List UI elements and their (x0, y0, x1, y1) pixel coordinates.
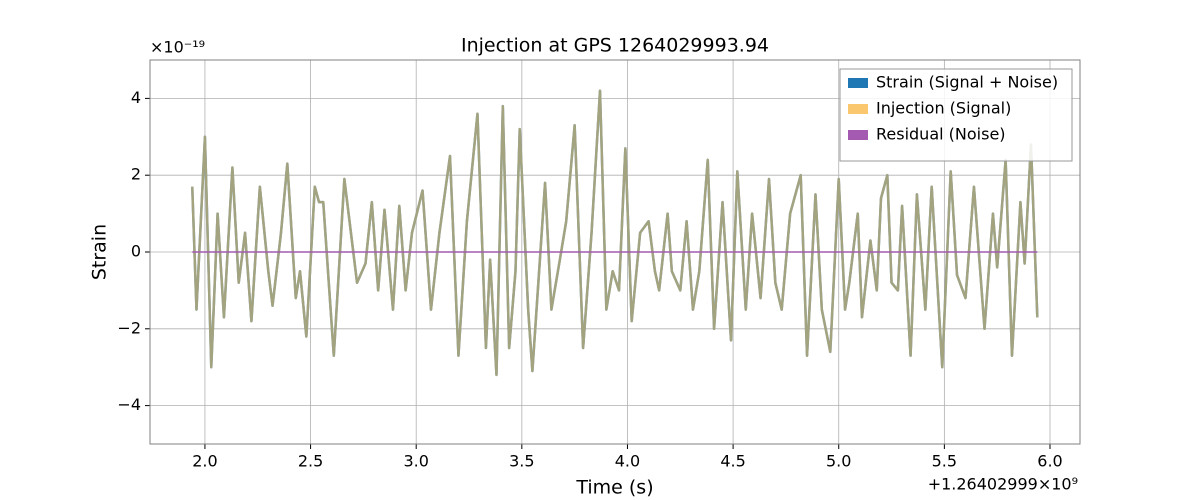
x-tick-label: 4.0 (615, 452, 640, 471)
x-tick-label: 3.5 (509, 452, 534, 471)
x-tick-label: 4.5 (720, 452, 745, 471)
y-tick-label: −4 (117, 395, 141, 414)
x-tick-label: 5.5 (932, 452, 957, 471)
x-tick-label: 5.0 (826, 452, 851, 471)
chart-title: Injection at GPS 1264029993.94 (461, 35, 769, 57)
x-tick-label: 3.0 (403, 452, 428, 471)
legend-swatch (848, 78, 868, 88)
legend-box (839, 68, 1073, 162)
series-line (191, 89, 1039, 377)
y-tick-label: 4 (131, 88, 141, 107)
legend-swatch (848, 104, 868, 114)
y-multiplier-text: ×10⁻¹⁹ (150, 38, 205, 57)
plot-frame (149, 59, 1081, 445)
x-axis-label: Time (s) (575, 477, 653, 499)
legend-label: Injection (Signal) (876, 99, 1011, 118)
legend-label: Strain (Signal + Noise) (876, 73, 1058, 92)
y-tick-label: 2 (131, 165, 141, 184)
y-axis-label: Strain (89, 224, 111, 280)
x-tick-label: 6.0 (1037, 452, 1062, 471)
x-tick-label: 2.5 (298, 452, 323, 471)
legend-label: Residual (Noise) (876, 125, 1006, 144)
x-offset-text: +1.26402999×10⁹ (928, 475, 1078, 494)
legend-swatch (848, 130, 868, 140)
y-tick-label: −2 (117, 318, 141, 337)
y-tick-label: 0 (131, 242, 141, 261)
x-tick-label: 2.0 (192, 452, 217, 471)
